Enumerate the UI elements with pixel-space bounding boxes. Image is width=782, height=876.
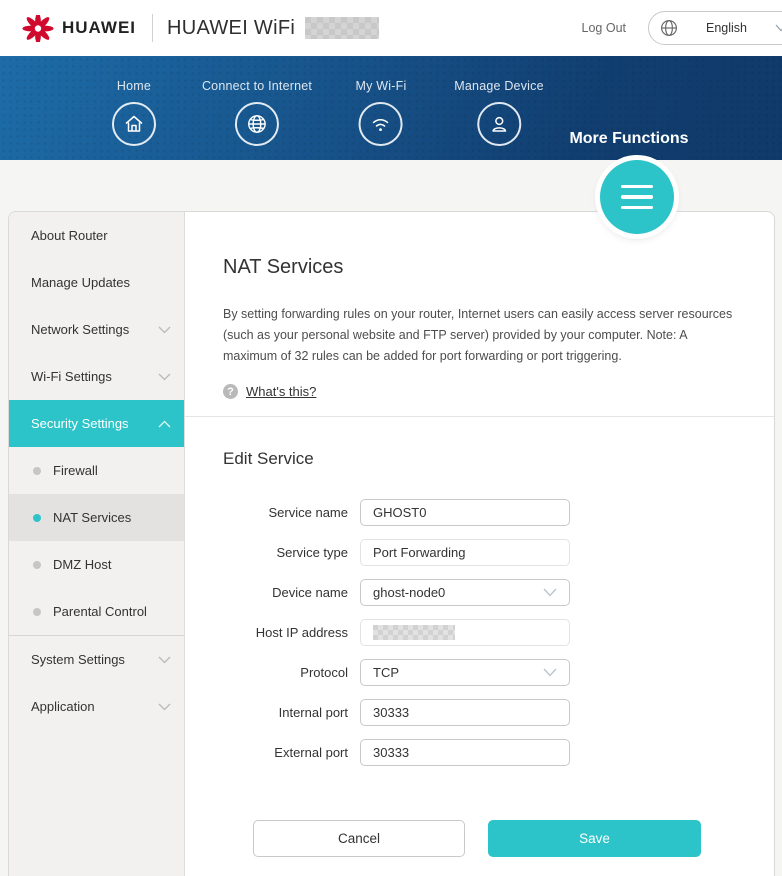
page-title: NAT Services — [223, 256, 344, 278]
help-icon: ? — [223, 384, 238, 399]
sidebar-item-system-settings[interactable]: System Settings — [9, 636, 184, 683]
language-selector[interactable]: English — [648, 11, 782, 45]
bullet-icon — [33, 513, 41, 522]
external-port-input[interactable] — [360, 739, 570, 766]
device-name-select[interactable]: ghost-node0 — [360, 579, 570, 606]
person-icon — [476, 102, 521, 146]
section-divider — [185, 416, 774, 417]
brand-wordmark: HUAWEI — [62, 18, 136, 37]
sidebar: About Router Manage Updates Network Sett… — [9, 212, 185, 876]
save-button[interactable]: Save — [488, 820, 701, 857]
sidebar-subitem-parental-control[interactable]: Parental Control — [9, 588, 184, 635]
language-value: English — [706, 21, 747, 35]
form-row-service-type: Service type Port Forwarding — [223, 539, 743, 566]
form-actions: Cancel Save — [253, 820, 743, 857]
main-nav: Home Connect to Internet My Wi-Fi — [0, 56, 782, 234]
sidebar-item-wifi-settings[interactable]: Wi-Fi Settings — [9, 353, 184, 400]
sidebar-subitem-dmz-host[interactable]: DMZ Host — [9, 541, 184, 588]
header-divider — [152, 14, 153, 42]
internet-globe-icon — [235, 102, 279, 146]
sidebar-subitem-firewall[interactable]: Firewall — [9, 447, 184, 494]
edit-service-form: Service name Service type Port Forwardin… — [223, 499, 743, 766]
form-row-host-ip: Host IP address — [223, 619, 743, 646]
chevron-down-icon — [158, 373, 171, 381]
nav-item-my-wifi[interactable]: My Wi-Fi — [356, 79, 407, 146]
main-panel: NAT Services By setting forwarding rules… — [185, 212, 774, 876]
chevron-down-icon — [543, 588, 557, 597]
cancel-button[interactable]: Cancel — [253, 820, 465, 857]
sidebar-item-manage-updates[interactable]: Manage Updates — [31, 275, 131, 290]
nav-item-more-functions[interactable]: More Functions — [569, 130, 689, 147]
protocol-select[interactable]: TCP — [360, 659, 570, 686]
home-icon — [112, 102, 156, 146]
redacted-host-ip — [373, 625, 455, 640]
security-settings-submenu: Firewall NAT Services DMZ Host Parental … — [9, 447, 184, 636]
chevron-down-icon — [775, 24, 782, 32]
form-row-service-name: Service name — [223, 499, 743, 526]
form-row-protocol: Protocol TCP — [223, 659, 743, 686]
sidebar-item-security-settings[interactable]: Security Settings — [9, 400, 184, 447]
bullet-icon — [33, 560, 41, 569]
redacted-device-model — [305, 17, 380, 39]
sidebar-item-network-settings[interactable]: Network Settings — [9, 306, 184, 353]
service-name-input[interactable] — [360, 499, 570, 526]
page-product-title: HUAWEI WiFi — [167, 16, 296, 39]
logout-button[interactable]: Log Out — [581, 21, 626, 35]
sidebar-item-application[interactable]: Application — [9, 683, 184, 730]
chevron-down-icon — [543, 668, 557, 677]
page-description: By setting forwarding rules on your rout… — [223, 307, 733, 363]
chevron-down-icon — [158, 326, 171, 334]
whats-this-link[interactable]: ? What's this? — [223, 384, 743, 399]
bullet-icon — [33, 466, 41, 475]
globe-icon — [660, 19, 678, 37]
form-row-external-port: External port — [223, 739, 743, 766]
nav-item-connect-to-internet[interactable]: Connect to Internet — [202, 79, 312, 146]
sidebar-item-about-router[interactable]: About Router — [31, 228, 108, 243]
huawei-logo-icon — [22, 14, 54, 42]
nav-item-manage-device[interactable]: Manage Device — [454, 79, 544, 146]
service-type-field: Port Forwarding — [360, 539, 570, 566]
header: HUAWEI HUAWEI WiFi Log Out English — [0, 0, 782, 56]
nav-item-home[interactable]: Home — [112, 79, 156, 146]
internal-port-input[interactable] — [360, 699, 570, 726]
bullet-icon — [33, 607, 41, 616]
form-row-device-name: Device name ghost-node0 — [223, 579, 743, 606]
edit-service-heading: Edit Service — [223, 449, 314, 468]
chevron-up-icon — [158, 420, 171, 428]
form-row-internal-port: Internal port — [223, 699, 743, 726]
chevron-down-icon — [158, 703, 171, 711]
header-right: Log Out English — [582, 0, 782, 56]
hamburger-menu-icon[interactable] — [600, 160, 674, 234]
wifi-icon — [358, 102, 403, 146]
content-container: About Router Manage Updates Network Sett… — [8, 211, 775, 876]
host-ip-field — [360, 619, 570, 646]
chevron-down-icon — [158, 656, 171, 664]
sidebar-subitem-nat-services[interactable]: NAT Services — [9, 494, 184, 541]
brand-group: HUAWEI HUAWEI WiFi — [22, 0, 380, 56]
